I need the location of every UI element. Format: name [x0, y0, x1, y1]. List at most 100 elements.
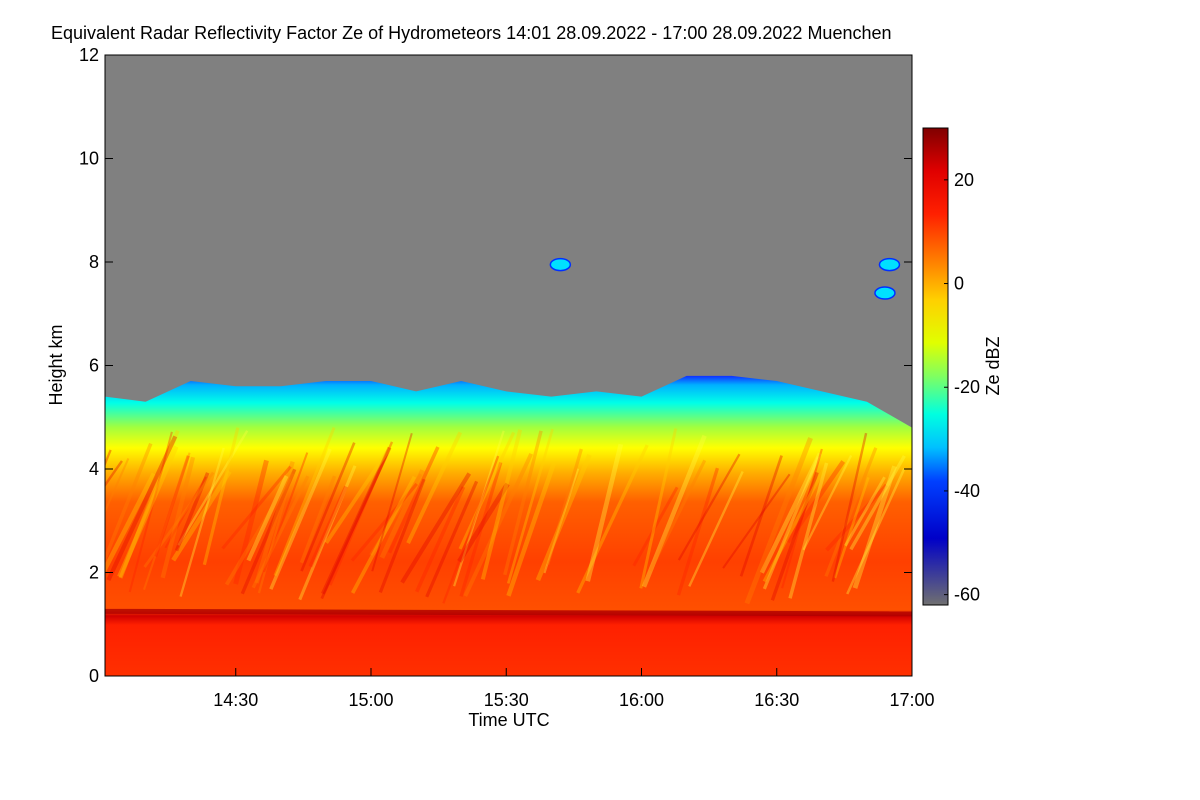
- fallstreak: [106, 435, 178, 581]
- fallstreak: [143, 452, 191, 591]
- fallstreak: [543, 468, 580, 574]
- fallstreak: [224, 472, 295, 586]
- fallstreak: [379, 469, 425, 559]
- isolated-echoes: [549, 257, 901, 300]
- colorbar-ticks: 20 0 -20 -40 -60: [944, 170, 980, 605]
- echo-point: [549, 257, 572, 272]
- fallstreak: [833, 477, 870, 579]
- fallstreak: [298, 465, 357, 601]
- fallstreak: [688, 471, 744, 587]
- fallstreak: [300, 442, 356, 572]
- fallstreak: [458, 431, 516, 550]
- fallstreak: [105, 442, 153, 564]
- fallstreak: [785, 460, 846, 544]
- fallstreak: [632, 486, 679, 567]
- fallstreak: [324, 448, 391, 544]
- fallstreak: [585, 443, 624, 582]
- echo-point: [878, 257, 901, 272]
- x-tick-label: 16:00: [619, 690, 664, 710]
- colorbar: 20 0 -20 -40 -60: [922, 127, 980, 606]
- y-tick-label: 6: [89, 356, 99, 376]
- fallstreak: [825, 483, 888, 552]
- fallstreak: [503, 430, 543, 576]
- x-axis-label: Time UTC: [468, 710, 549, 730]
- y-axis: 0 2 4 6 8 10 12: [79, 45, 912, 686]
- fallstreak: [105, 472, 156, 575]
- fallstreak: [105, 449, 112, 467]
- fallstreak: [506, 462, 557, 597]
- chart-title: Equivalent Radar Reflectivity Factor Ze …: [51, 23, 892, 43]
- fallstreak: [739, 455, 783, 577]
- fallstreak: [802, 455, 853, 551]
- fallstreak: [506, 428, 554, 584]
- fallstreak: [329, 441, 394, 586]
- fallstreak: [762, 468, 826, 583]
- colorbar-tick-label: -60: [954, 585, 980, 605]
- fallstreak: [762, 456, 820, 590]
- fallstreak: [240, 468, 297, 595]
- reflectivity-field: [105, 375, 912, 676]
- colorbar-tick-label: 0: [954, 274, 964, 294]
- fallstreak: [415, 486, 466, 593]
- fallstreak: [202, 427, 240, 566]
- y-tick-label: 8: [89, 252, 99, 272]
- echo-point: [874, 286, 896, 300]
- fallstreak: [118, 429, 180, 579]
- fallstreak: [350, 475, 417, 594]
- fallstreak: [400, 472, 472, 584]
- fallstreak: [535, 453, 592, 582]
- fallstreak: [453, 430, 505, 587]
- colorbar-tick-label: -20: [954, 377, 980, 397]
- y-tick-label: 10: [79, 149, 99, 169]
- x-tick-label: 17:00: [889, 690, 934, 710]
- x-tick-label: 14:30: [213, 690, 258, 710]
- y-axis-label: Height km: [46, 324, 66, 405]
- fallstreak: [844, 476, 886, 547]
- fallstreak: [299, 475, 337, 564]
- fallstreak: [320, 448, 391, 600]
- fallstreak: [677, 453, 741, 561]
- fallstreak: [105, 458, 130, 514]
- fallstreak: [425, 480, 479, 598]
- fallstreak: [257, 478, 292, 594]
- fallstreak: [480, 429, 523, 580]
- fallstreak: [722, 473, 791, 569]
- fallstreak: [831, 432, 868, 582]
- fallstreak: [676, 467, 720, 596]
- x-tick-label: 15:00: [348, 690, 393, 710]
- fallstreak: [308, 485, 348, 568]
- fallstreak: [463, 452, 534, 597]
- colorbar-ramp: [922, 127, 949, 606]
- fallstreak: [387, 446, 440, 554]
- fallstreak: [744, 437, 813, 605]
- fallstreak: [350, 482, 418, 562]
- fallstreak: [546, 448, 583, 565]
- fallstreak: [273, 427, 336, 577]
- colorbar-tick-label: 20: [954, 170, 974, 190]
- fallstreak: [321, 446, 392, 595]
- fallstreak: [641, 434, 707, 588]
- fallstreak: [105, 460, 123, 488]
- fallstreak: [648, 459, 707, 572]
- fallstreak: [128, 431, 173, 593]
- fallstreak: [770, 471, 819, 601]
- fallstreak: [846, 467, 906, 595]
- fallstreak: [154, 455, 190, 558]
- fallstreak: [378, 478, 426, 594]
- melting-layer: [105, 608, 912, 617]
- fallstreak: [251, 475, 310, 589]
- fallstreak: [759, 452, 822, 574]
- fallstreak: [171, 470, 232, 562]
- fallstreak: [117, 445, 179, 578]
- fallstreak: [160, 456, 196, 579]
- fallstreak: [263, 452, 309, 573]
- fallstreak: [179, 447, 225, 597]
- y-tick-label: 12: [79, 45, 99, 65]
- fallstreak: [576, 444, 649, 594]
- fallstreak: [233, 459, 269, 585]
- fallstreak: [457, 482, 510, 563]
- fallstreak: [852, 465, 897, 589]
- x-tick-label: 15:30: [484, 690, 529, 710]
- fallstreak: [459, 461, 503, 597]
